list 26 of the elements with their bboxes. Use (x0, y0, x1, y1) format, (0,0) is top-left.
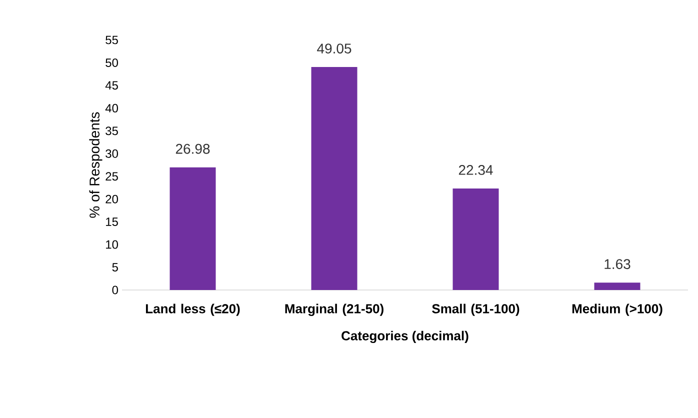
y-axis-title: % of Respodents (89, 112, 102, 218)
data-label: 22.34 (458, 165, 493, 175)
x-tick-label: Small (51-100) (432, 304, 520, 316)
bar (594, 282, 640, 290)
y-tick-label: 0 (112, 286, 118, 294)
y-tick-label: 35 (106, 126, 118, 136)
x-tick-label: Land less (≤20) (146, 304, 240, 316)
bar (311, 67, 358, 290)
y-tick-label: 25 (106, 172, 118, 181)
data-label: 49.05 (317, 44, 352, 54)
y-tick-label: 15 (106, 218, 118, 226)
x-axis-title: Categories (decimal) (342, 330, 468, 344)
y-tick-label: 30 (106, 149, 118, 158)
y-tick-label: 50 (106, 58, 118, 67)
data-label: 1.63 (604, 259, 630, 270)
x-tick-label: Medium (>100) (572, 304, 662, 316)
y-tick-label: 55 (106, 36, 118, 44)
data-label: 26.98 (176, 144, 210, 154)
y-tick-label: 20 (106, 194, 118, 204)
y-tick-label: 45 (105, 81, 118, 90)
bar (170, 167, 216, 290)
bar (452, 188, 499, 290)
y-tick-label: 40 (105, 104, 118, 112)
y-tick-label: 5 (112, 263, 118, 272)
y-tick-label: 10 (106, 240, 118, 249)
x-tick-label: Marginal (21-50) (285, 304, 384, 316)
